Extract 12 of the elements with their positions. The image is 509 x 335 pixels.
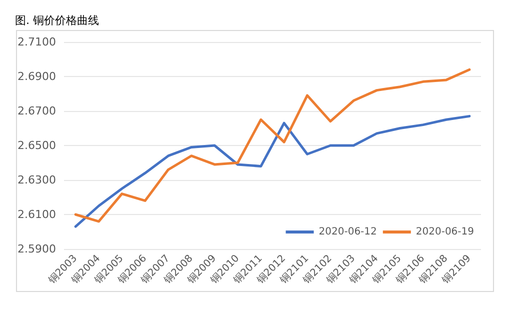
y-tick-label: 2.6500	[18, 139, 56, 152]
y-tick-label: 2.7100	[18, 36, 56, 48]
line-series	[74, 114, 471, 228]
y-tick-label: 2.6100	[18, 208, 56, 221]
y-tick-label: 2.6700	[18, 104, 56, 118]
y-tick-label: 2.6900	[18, 70, 56, 83]
chart-title: 图. 铜价价格曲线	[15, 14, 99, 27]
legend-label: 2020-06-19	[416, 226, 474, 238]
legend-label: 2020-06-12	[318, 226, 377, 238]
line-series	[74, 68, 471, 223]
y-tick-label: 2.6300	[18, 174, 56, 186]
y-tick-label: 2.5900	[18, 242, 56, 256]
